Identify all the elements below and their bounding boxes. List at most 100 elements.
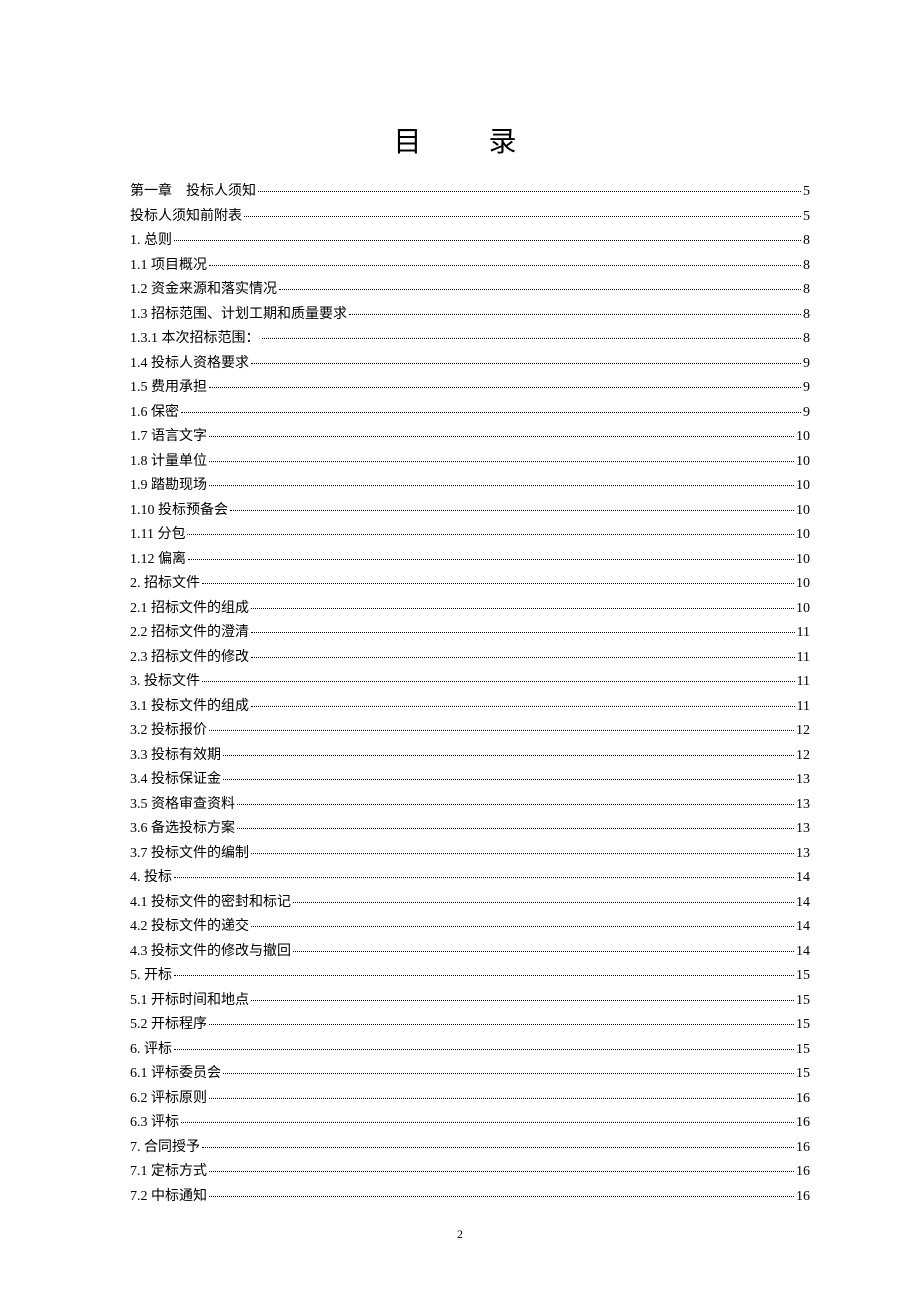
toc-entry-label: 2. 招标文件 [130,572,200,597]
toc-entry-label: 2.2 招标文件的澄清 [130,621,249,646]
toc-entry-dots [251,926,794,927]
toc-entry-dots [251,657,795,658]
toc-entry: 1.9 踏勘现场10 [130,474,810,499]
toc-entry-label: 3. 投标文件 [130,670,200,695]
toc-entry-dots [279,289,801,290]
toc-entry: 投标人须知前附表5 [130,205,810,230]
toc-entry-dots [202,1147,794,1148]
toc-entry-dots [209,730,794,731]
toc-entry: 6.2 评标原则16 [130,1087,810,1112]
toc-entry-label: 3.5 资格审查资料 [130,793,235,818]
toc-entry-page: 14 [796,891,810,916]
toc-entry-label: 1.1 项目概况 [130,254,207,279]
toc-entry-page: 13 [796,793,810,818]
toc-entry-dots [251,363,801,364]
toc-entry: 5. 开标15 [130,964,810,989]
toc-entry: 1. 总则 8 [130,229,810,254]
toc-entry-dots [209,1098,794,1099]
toc-entry: 6.1 评标委员会 15 [130,1062,810,1087]
toc-entry: 3.4 投标保证金13 [130,768,810,793]
toc-entry-page: 5 [803,205,810,230]
toc-entry: 3.1 投标文件的组成11 [130,695,810,720]
toc-entry: 1.3 招标范围、计划工期和质量要求 8 [130,303,810,328]
toc-entry-page: 8 [803,254,810,279]
toc-entry-page: 11 [797,646,810,671]
toc-entry: 3.7 投标文件的编制13 [130,842,810,867]
toc-entry-dots [251,853,794,854]
toc-entry-dots [202,681,795,682]
toc-entry-label: 4. 投标 [130,866,172,891]
page-number: 2 [457,1227,463,1242]
toc-entry: 5.1 开标时间和地点 15 [130,989,810,1014]
toc-entry-page: 16 [796,1136,810,1161]
toc-entry-page: 12 [796,719,810,744]
toc-entry-page: 11 [797,621,810,646]
toc-entry-label: 7.2 中标通知 [130,1185,207,1210]
toc-entry-page: 10 [796,548,810,573]
toc-entry-dots [174,975,794,976]
toc-entry-label: 3.7 投标文件的编制 [130,842,249,867]
toc-entry-page: 13 [796,817,810,842]
toc-entry: 第一章 投标人须知5 [130,180,810,205]
toc-entry-label: 6.3 评标 [130,1111,179,1136]
toc-entry-dots [262,338,802,339]
toc-entry: 1.4 投标人资格要求9 [130,352,810,377]
toc-entry-page: 12 [796,744,810,769]
toc-entry-dots [174,1049,794,1050]
toc-entry-dots [209,461,794,462]
toc-entry-label: 1.3.1 本次招标范围： [130,327,260,352]
toc-entry: 1.3.1 本次招标范围：8 [130,327,810,352]
toc-entry: 1.12 偏离10 [130,548,810,573]
toc-entry: 7.2 中标通知16 [130,1185,810,1210]
toc-entry-page: 8 [803,229,810,254]
toc-entry-page: 15 [796,989,810,1014]
toc-entry-label: 3.2 投标报价 [130,719,207,744]
toc-entry-label: 1. 总则 [130,229,172,254]
toc-entry-label: 4.3 投标文件的修改与撤回 [130,940,291,965]
toc-entry-dots [181,1122,794,1123]
toc-entry-page: 15 [796,1038,810,1063]
toc-entry-page: 8 [803,278,810,303]
toc-entry-label: 3.1 投标文件的组成 [130,695,249,720]
toc-entry: 7. 合同授予16 [130,1136,810,1161]
toc-entry: 1.8 计量单位10 [130,450,810,475]
toc-entry-label: 1.6 保密 [130,401,179,426]
toc-entry-dots [223,1073,794,1074]
toc-entry-label: 1.10 投标预备会 [130,499,228,524]
toc-entry-page: 14 [796,915,810,940]
toc-entry-page: 10 [796,474,810,499]
toc-entry-label: 5.1 开标时间和地点 [130,989,249,1014]
toc-entry-label: 2.3 招标文件的修改 [130,646,249,671]
toc-entry-dots [223,755,794,756]
toc-entry-page: 10 [796,499,810,524]
toc-entry-label: 1.2 资金来源和落实情况 [130,278,277,303]
toc-entry-label: 6.1 评标委员会 [130,1062,221,1087]
toc-entry-page: 15 [796,1013,810,1038]
toc-list: 第一章 投标人须知5投标人须知前附表51. 总则81.1 项目概况81.2 资金… [130,180,810,1209]
toc-entry: 1.6 保密 9 [130,401,810,426]
toc-entry: 1.2 资金来源和落实情况 8 [130,278,810,303]
toc-entry: 1.7 语言文字10 [130,425,810,450]
toc-entry-page: 8 [803,303,810,328]
toc-entry: 4.1 投标文件的密封和标记14 [130,891,810,916]
toc-entry: 3.5 资格审查资料 13 [130,793,810,818]
toc-entry-dots [181,412,801,413]
toc-entry-page: 9 [803,376,810,401]
toc-entry-page: 16 [796,1160,810,1185]
toc-entry-page: 14 [796,940,810,965]
toc-entry-dots [209,1171,794,1172]
toc-entry-dots [293,951,794,952]
toc-entry-page: 15 [796,1062,810,1087]
toc-entry-label: 1.5 费用承担 [130,376,207,401]
toc-entry-label: 1.3 招标范围、计划工期和质量要求 [130,303,347,328]
toc-entry-dots [174,240,801,241]
toc-entry-label: 6. 评标 [130,1038,172,1063]
toc-entry-page: 9 [803,352,810,377]
toc-entry-page: 9 [803,401,810,426]
toc-entry-page: 16 [796,1111,810,1136]
toc-entry: 3.2 投标报价 12 [130,719,810,744]
toc-entry-page: 10 [796,450,810,475]
toc-entry-page: 14 [796,866,810,891]
toc-entry-dots [174,877,794,878]
toc-entry: 1.11 分包10 [130,523,810,548]
